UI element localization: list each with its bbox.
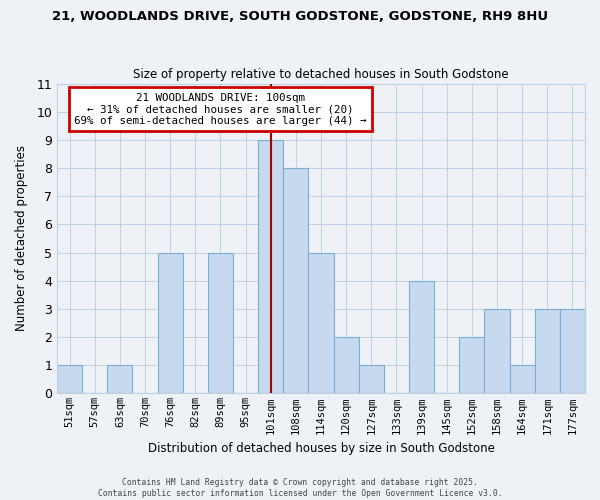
Bar [158, 252, 183, 394]
Bar [107, 365, 133, 394]
Bar [535, 309, 560, 394]
Bar [308, 252, 334, 394]
Bar [560, 309, 585, 394]
X-axis label: Distribution of detached houses by size in South Godstone: Distribution of detached houses by size … [148, 442, 494, 455]
Y-axis label: Number of detached properties: Number of detached properties [15, 146, 28, 332]
Bar [359, 365, 384, 394]
Bar [57, 365, 82, 394]
Bar [409, 280, 434, 394]
Bar [334, 337, 359, 394]
Text: 21 WOODLANDS DRIVE: 100sqm
← 31% of detached houses are smaller (20)
69% of semi: 21 WOODLANDS DRIVE: 100sqm ← 31% of deta… [74, 93, 367, 126]
Text: Contains HM Land Registry data © Crown copyright and database right 2025.
Contai: Contains HM Land Registry data © Crown c… [98, 478, 502, 498]
Title: Size of property relative to detached houses in South Godstone: Size of property relative to detached ho… [133, 68, 509, 81]
Bar [258, 140, 283, 394]
Bar [484, 309, 509, 394]
Bar [509, 365, 535, 394]
Bar [283, 168, 308, 394]
Bar [208, 252, 233, 394]
Text: 21, WOODLANDS DRIVE, SOUTH GODSTONE, GODSTONE, RH9 8HU: 21, WOODLANDS DRIVE, SOUTH GODSTONE, GOD… [52, 10, 548, 23]
Bar [460, 337, 484, 394]
